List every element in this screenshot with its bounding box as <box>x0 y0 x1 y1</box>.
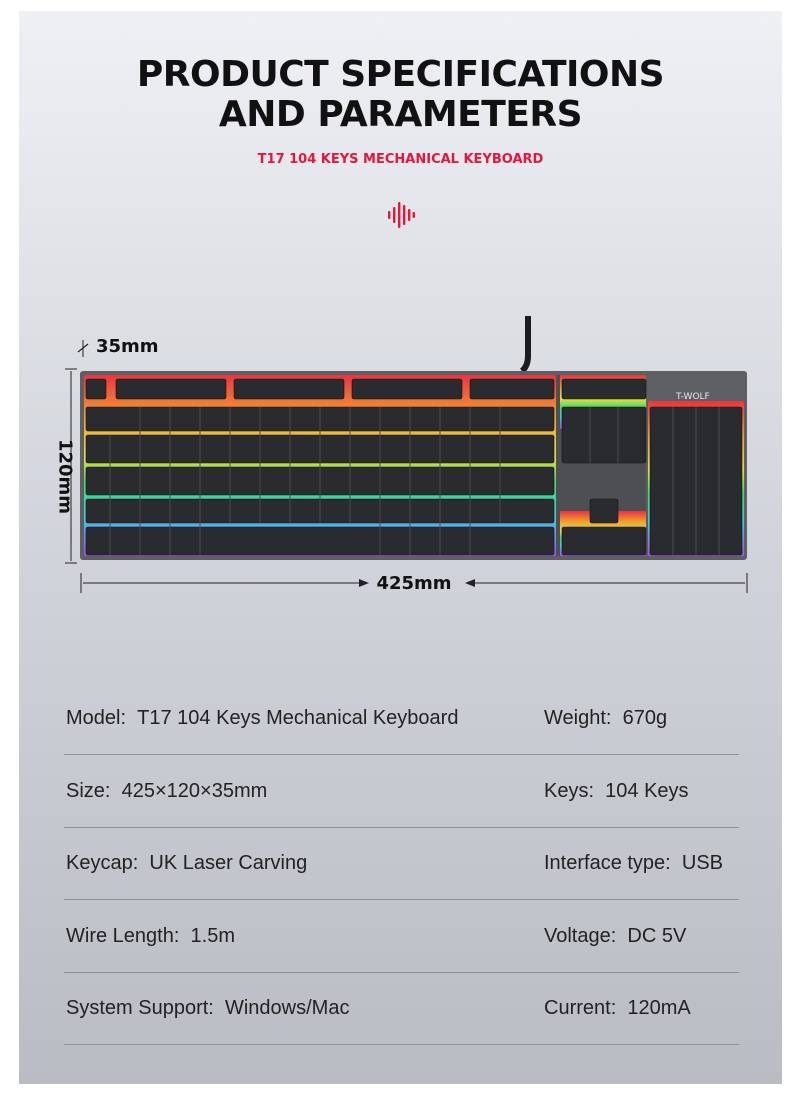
spec-label: Size: <box>66 780 111 802</box>
depth-dimension-label: 120mm <box>54 438 76 515</box>
spec-value: 425×120×35mm <box>121 780 268 802</box>
height-dimension-label: 35mm <box>96 336 159 357</box>
spec-label: Weight: <box>544 707 612 729</box>
spec-value: T17 104 Keys Mechanical Keyboard <box>137 707 459 729</box>
spec-row: Keycap: UK Laser Carving Interface type:… <box>64 827 739 900</box>
spec-label: Interface type: <box>544 852 671 874</box>
spec-right: Interface type: USB <box>544 827 723 899</box>
spec-right: Current: 120mA <box>544 972 691 1044</box>
title-line-2: AND PARAMETERS <box>218 94 583 135</box>
keyboard-keys: T-WOLF <box>84 375 744 556</box>
spec-row: Model: T17 104 Keys Mechanical Keyboard … <box>64 682 739 755</box>
keyboard-cable <box>519 316 531 374</box>
spec-left: Wire Length: 1.5m <box>66 900 235 972</box>
spec-right: Weight: 670g <box>544 682 667 754</box>
width-dimension-label: 425mm <box>376 573 452 594</box>
sound-wave-icon <box>388 202 415 228</box>
height-dimension-marker <box>77 340 89 357</box>
depth-dimension-marker <box>65 368 77 564</box>
spec-row: Size: 425×120×35mm Keys: 104 Keys <box>64 755 739 828</box>
spec-value: 1.5m <box>190 925 235 947</box>
subtitle: T17 104 KEYS MECHANICAL KEYBOARD <box>257 152 544 167</box>
spec-label: Current: <box>544 997 617 1019</box>
spec-label: Wire Length: <box>66 925 180 947</box>
spec-value: 104 Keys <box>605 780 689 802</box>
spec-value: DC 5V <box>627 925 687 947</box>
spec-label: Keycap: <box>66 852 139 874</box>
spec-left: System Support: Windows/Mac <box>66 972 349 1044</box>
keyboard-brand-logo: T-WOLF <box>675 392 710 402</box>
spec-value: UK Laser Carving <box>149 852 308 874</box>
spec-value: 120mA <box>627 997 691 1019</box>
spec-value: USB <box>681 852 723 874</box>
spec-right: Keys: 104 Keys <box>544 755 689 827</box>
keyboard-image: T-WOLF <box>80 371 747 560</box>
spec-label: Keys: <box>544 780 595 802</box>
spec-right: Voltage: DC 5V <box>544 900 686 972</box>
spec-label: System Support: <box>66 997 214 1019</box>
spec-left: Model: T17 104 Keys Mechanical Keyboard <box>66 682 458 754</box>
spec-label: Model: <box>66 707 127 729</box>
width-dimension-marker <box>80 573 748 593</box>
spec-value: Windows/Mac <box>224 997 350 1019</box>
spec-panel: PRODUCT SPECIFICATIONS AND PARAMETERS T1… <box>19 11 782 1084</box>
spec-value: 670g <box>622 707 668 729</box>
spec-row: Wire Length: 1.5m Voltage: DC 5V <box>64 900 739 973</box>
spec-row: System Support: Windows/Mac Current: 120… <box>64 972 739 1045</box>
spec-left: Keycap: UK Laser Carving <box>66 827 307 899</box>
title-line-1: PRODUCT SPECIFICATIONS <box>136 54 665 95</box>
spec-left: Size: 425×120×35mm <box>66 755 267 827</box>
spec-label: Voltage: <box>544 925 617 947</box>
